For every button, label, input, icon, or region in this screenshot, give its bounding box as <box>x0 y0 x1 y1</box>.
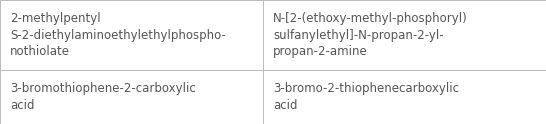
Bar <box>263 0 546 70</box>
Text: N-[2-(ethoxy-methyl-phosphoryl)
sulfanylethyl]-N-propan-2-yl-
propan-2-amine: N-[2-(ethoxy-methyl-phosphoryl) sulfanyl… <box>273 12 468 58</box>
Bar <box>263 70 546 124</box>
Bar <box>0 0 263 70</box>
Bar <box>0 70 263 124</box>
Text: 2-methylpentyl
S-2-diethylaminoethylethylphospho-
nothiolate: 2-methylpentyl S-2-diethylaminoethylethy… <box>10 12 226 58</box>
Text: 3-bromo-2-thiophenecarboxylic
acid: 3-bromo-2-thiophenecarboxylic acid <box>273 82 459 112</box>
Text: 3-bromothiophene-2-carboxylic
acid: 3-bromothiophene-2-carboxylic acid <box>10 82 196 112</box>
